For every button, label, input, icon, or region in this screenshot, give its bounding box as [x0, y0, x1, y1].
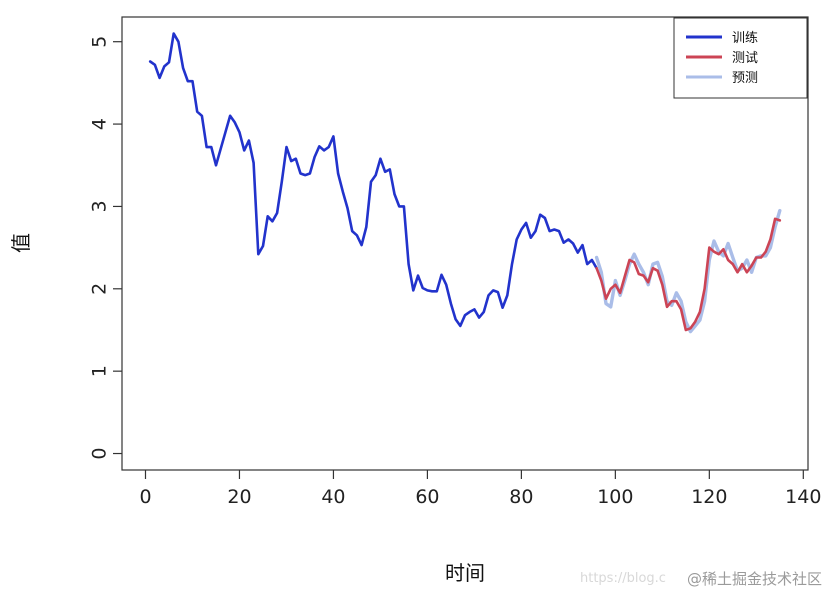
x-axis-title: 时间 — [445, 561, 485, 585]
x-tick-label: 100 — [597, 486, 633, 508]
legend-label: 训练 — [732, 31, 758, 46]
x-tick-label: 0 — [139, 486, 151, 508]
watermark-faint: https://blog.c — [580, 571, 666, 586]
y-axis: 0 1 2 3 4 5 — [88, 36, 122, 460]
series-line-2 — [595, 217, 782, 332]
x-tick-label: 20 — [227, 486, 251, 508]
series-line-3 — [594, 208, 782, 334]
watermark: @稀土掘金技术社区 — [687, 570, 822, 588]
y-tick-label: 5 — [89, 36, 111, 48]
series-layer — [148, 32, 782, 334]
y-tick-label: 0 — [89, 447, 111, 459]
legend-label: 预测 — [732, 71, 758, 86]
x-tick-label: 60 — [415, 486, 439, 508]
x-axis: 0 20 40 60 80 100 120 140 — [139, 470, 821, 508]
x-tick-label: 140 — [785, 486, 821, 508]
series-line-1 — [148, 32, 598, 328]
y-tick-label: 4 — [88, 118, 110, 130]
plot-frame — [121, 16, 809, 471]
legend-label: 测试 — [732, 51, 758, 66]
x-tick-label: 80 — [509, 486, 533, 508]
x-tick-label: 120 — [691, 486, 727, 508]
y-tick-label: 1 — [89, 365, 111, 377]
x-tick-label: 40 — [321, 486, 345, 508]
y-axis-title: 值 — [9, 233, 33, 253]
y-tick-label: 3 — [89, 200, 111, 212]
y-tick-label: 2 — [89, 283, 111, 295]
